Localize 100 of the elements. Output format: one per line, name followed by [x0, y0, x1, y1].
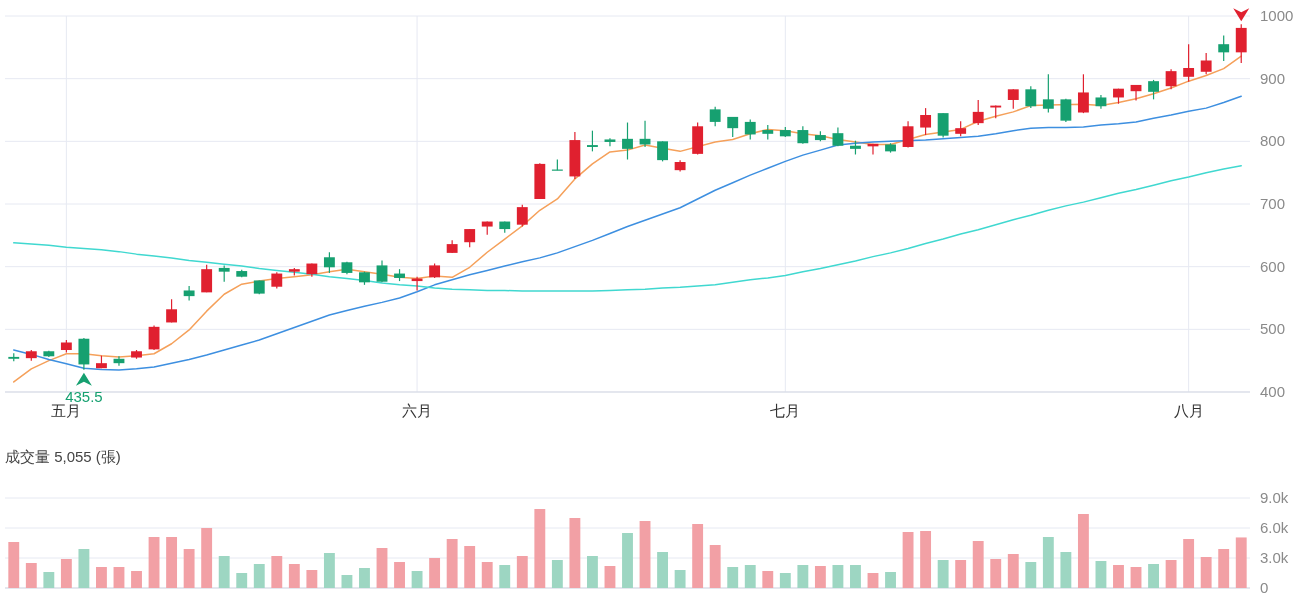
bar	[850, 565, 861, 588]
y-tick-label: 500	[1260, 320, 1286, 338]
bar	[499, 565, 511, 588]
bar	[481, 562, 493, 588]
bar	[411, 571, 423, 588]
bar	[236, 573, 248, 588]
x-tick-label: 六月	[402, 402, 433, 419]
bar	[902, 532, 914, 588]
bar	[25, 563, 37, 588]
x-tick-label: 五月	[51, 402, 82, 419]
bar	[8, 542, 20, 588]
candlestick	[148, 324, 160, 351]
candlestick	[1183, 43, 1195, 83]
y-tick-label: 400	[1260, 383, 1286, 400]
y-tick-label: 900	[1260, 69, 1286, 87]
bar	[1148, 564, 1159, 588]
y-tick-label: 1000	[1260, 7, 1294, 24]
bar	[727, 567, 739, 588]
bar	[920, 531, 932, 588]
candlestick	[972, 99, 984, 126]
candlestick	[323, 251, 335, 274]
bar	[586, 556, 598, 588]
bar	[551, 560, 563, 588]
candlestick	[586, 130, 598, 152]
bar	[253, 564, 265, 588]
y-tick-label: 9.0k	[1260, 489, 1289, 506]
candlestick	[201, 264, 213, 293]
bar	[867, 573, 879, 588]
bar	[201, 528, 213, 588]
bar	[376, 548, 388, 588]
bar	[306, 570, 318, 588]
bar	[744, 565, 756, 588]
chart-title: 成交量 5,055 (張)	[5, 448, 121, 465]
bar	[148, 537, 160, 588]
bar	[96, 567, 107, 588]
bar	[464, 546, 476, 588]
bar	[604, 566, 616, 588]
y-tick-label: 800	[1260, 132, 1286, 150]
line-series	[13, 165, 1242, 292]
bar	[1200, 557, 1212, 588]
bar	[166, 537, 178, 588]
bar	[674, 570, 686, 588]
annotation: 435.5	[65, 387, 103, 405]
bar	[622, 533, 633, 588]
bar	[341, 575, 353, 588]
bar	[779, 573, 791, 588]
bar	[534, 509, 546, 588]
candlestick	[1025, 85, 1037, 109]
bar	[516, 556, 528, 588]
bar	[323, 553, 335, 588]
bar	[446, 539, 458, 588]
bar	[1130, 567, 1142, 588]
bar	[1007, 554, 1019, 588]
bar	[1060, 552, 1072, 588]
candlestick	[920, 107, 932, 136]
bar	[1183, 539, 1195, 588]
candlestick	[1077, 73, 1089, 114]
bar	[131, 571, 142, 588]
bar	[394, 562, 405, 588]
y-tick-label: 0	[1260, 579, 1269, 596]
bar	[885, 572, 896, 588]
bar	[990, 559, 1002, 588]
y-tick-label: 6.0k	[1260, 519, 1289, 536]
candlestick	[1200, 52, 1212, 75]
bar	[569, 518, 581, 588]
candlestick	[622, 121, 633, 161]
candlestick	[604, 137, 616, 147]
bar	[218, 556, 230, 588]
x-tick-label: 八月	[1173, 402, 1204, 419]
line-series	[13, 95, 1242, 371]
bar	[78, 549, 90, 588]
candlestick	[902, 120, 914, 149]
candlestick	[1218, 34, 1230, 62]
candlestick	[1042, 73, 1054, 114]
bar	[359, 568, 370, 588]
bar	[1165, 560, 1177, 588]
y-tick-label: 600	[1260, 257, 1286, 275]
x-tick-label: 七月	[770, 402, 801, 419]
candlestick	[1165, 68, 1177, 90]
bar	[937, 560, 949, 588]
bar	[271, 556, 283, 588]
bar	[1077, 514, 1089, 588]
y-tick-label: 700	[1260, 195, 1286, 212]
candlestick	[183, 285, 195, 302]
y-tick-label: 3.0k	[1260, 549, 1289, 566]
bar	[1025, 562, 1037, 588]
bar	[639, 521, 651, 588]
bar	[113, 567, 125, 588]
bar	[814, 566, 826, 588]
bar	[183, 549, 195, 588]
bar	[657, 552, 669, 588]
candlestick	[657, 140, 669, 162]
candlestick	[464, 228, 476, 248]
line-series	[13, 55, 1242, 383]
bar	[972, 541, 984, 588]
candlestick	[1148, 79, 1159, 100]
bar	[1235, 537, 1247, 588]
bar	[60, 559, 72, 588]
candlestick	[709, 106, 721, 127]
bar	[288, 564, 300, 588]
